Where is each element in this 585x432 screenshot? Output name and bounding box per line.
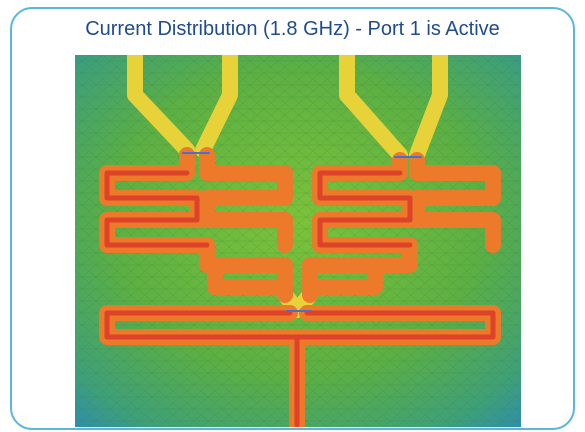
page: Current Distribution (1.8 GHz) - Port 1 … (0, 0, 585, 432)
figure-title: Current Distribution (1.8 GHz) - Port 1 … (0, 18, 585, 41)
current-distribution-image (75, 55, 521, 427)
